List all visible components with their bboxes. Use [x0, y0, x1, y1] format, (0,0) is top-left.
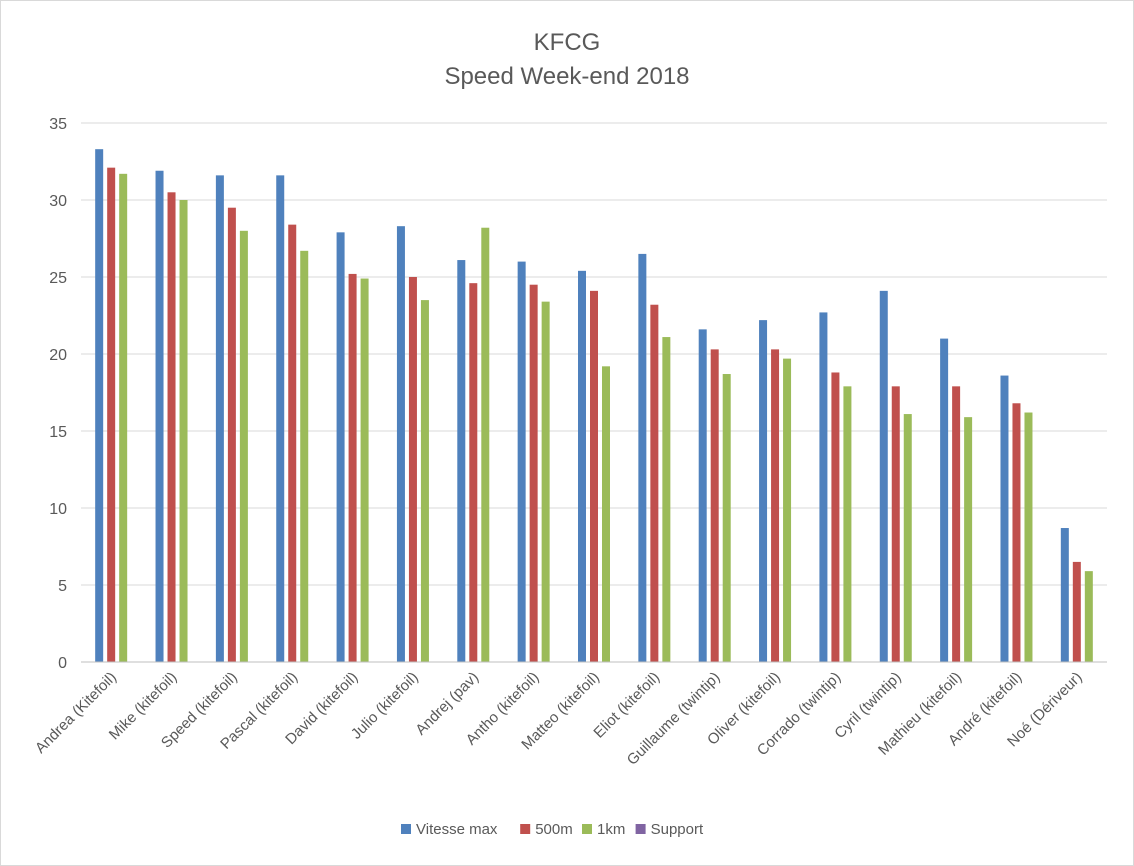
legend-label: 1km [597, 821, 625, 838]
bar-500m [107, 167, 116, 662]
bar-vitesse-max [396, 226, 405, 662]
bar-1km [360, 278, 369, 662]
bar-500m [167, 192, 176, 663]
bar-1km [843, 386, 852, 662]
bar-vitesse-max [819, 312, 828, 662]
bar-vitesse-max [698, 329, 707, 662]
legend-swatch [520, 824, 531, 834]
bar-500m [348, 273, 357, 662]
bar-vitesse-max [940, 338, 949, 662]
legend-swatch [401, 824, 411, 834]
bar-1km [541, 301, 550, 662]
bar-vitesse-max [1060, 528, 1069, 662]
legend: Vitesse max 500m 1km Support [401, 821, 704, 838]
y-tick-label: 35 [49, 116, 67, 133]
bar-500m [288, 224, 297, 662]
bar-vitesse-max [95, 149, 104, 662]
bar-1km [722, 374, 731, 662]
bar-1km [1084, 571, 1093, 662]
legend-label: Vitesse max [416, 821, 498, 838]
legend-swatch [635, 824, 646, 834]
legend-label: Support [651, 821, 704, 838]
bar-vitesse-max [215, 175, 224, 663]
bar-vitesse-max [517, 261, 526, 662]
bar-1km [964, 417, 973, 662]
legend-swatch [582, 824, 592, 834]
bar-vitesse-max [336, 232, 345, 662]
bar-1km [119, 173, 128, 662]
bar-500m [408, 277, 417, 662]
bar-1km [420, 300, 429, 662]
bar-500m [891, 386, 900, 662]
bar-500m [529, 284, 538, 662]
bar-500m [650, 304, 659, 662]
bar-vitesse-max [638, 253, 647, 662]
bar-vitesse-max [276, 175, 285, 663]
bar-500m [1012, 403, 1021, 662]
y-tick-label: 15 [49, 424, 67, 441]
bar-500m [710, 349, 719, 662]
y-tick-label: 0 [58, 655, 67, 672]
bar-500m [227, 207, 236, 662]
bar-vitesse-max [155, 170, 164, 663]
bar-1km [602, 366, 610, 662]
chart-subtitle: Speed Week-end 2018 [444, 63, 689, 90]
bar-1km [481, 227, 490, 662]
legend-label: 500m [535, 821, 573, 838]
bar-vitesse-max [879, 290, 888, 662]
bar-1km [783, 358, 792, 662]
bar-1km [239, 230, 248, 663]
bar-vitesse-max [759, 320, 768, 662]
bar-500m [952, 386, 961, 662]
x-category-label: Andrea (Kitefoil) [32, 669, 120, 757]
chart-title: KFCG [534, 29, 601, 56]
bar-500m [1072, 561, 1081, 662]
y-tick-label: 20 [49, 347, 67, 364]
bar-1km [903, 414, 912, 662]
bar-500m [590, 290, 598, 662]
y-tick-label: 30 [49, 193, 67, 210]
y-tick-label: 10 [49, 501, 67, 518]
y-axis-ticks: 0 5 10 15 20 25 30 35 [49, 116, 67, 672]
bar-1km [179, 200, 188, 662]
bar-vitesse-max [578, 270, 586, 662]
y-tick-label: 25 [49, 270, 67, 287]
bar-500m [469, 283, 478, 662]
bar-vitesse-max [457, 260, 466, 662]
bar-1km [662, 337, 671, 662]
bar-vitesse-max [1000, 375, 1009, 662]
bar-500m [771, 349, 780, 662]
bars [95, 149, 1093, 663]
bar-1km [300, 250, 309, 662]
y-tick-label: 5 [58, 578, 67, 595]
x-axis-labels: Andrea (Kitefoil)Mike (kitefoil)Speed (k… [32, 669, 1086, 769]
bar-500m [831, 372, 840, 662]
bar-1km [1024, 412, 1033, 662]
